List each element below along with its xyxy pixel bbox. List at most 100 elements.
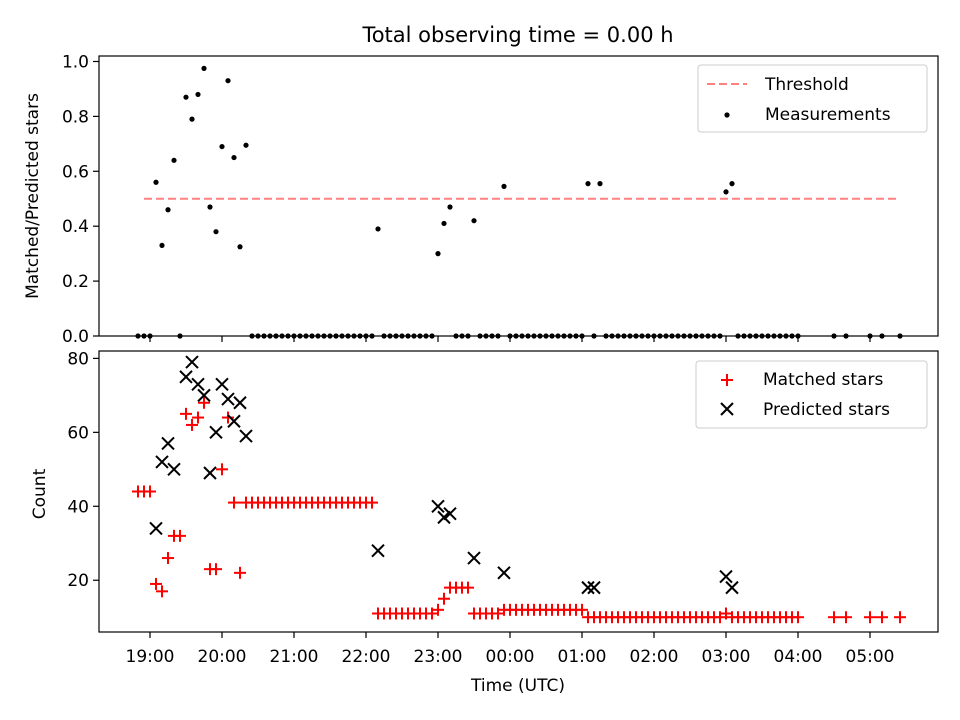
bottom-plot-frame [98, 350, 939, 633]
top-legend-label-threshold: Threshold [764, 75, 849, 95]
matched-star-point [180, 407, 192, 420]
measurement-point [225, 78, 231, 84]
measurement-point [165, 207, 171, 213]
measurement-point [237, 244, 243, 250]
measurement-point [171, 157, 177, 163]
matched-star-point [198, 396, 210, 409]
measurements-legend-swatch [724, 112, 730, 118]
x-tick-label: 21:00 [270, 647, 319, 667]
matched-star-point [156, 585, 168, 598]
x-tick-label: 22:00 [342, 647, 391, 667]
predicted-star-point [197, 388, 211, 403]
measurement-point [471, 218, 477, 224]
measurement-point [207, 204, 213, 210]
predicted-star-point [215, 377, 229, 391]
bottom-y-tick-label: 20 [67, 571, 89, 591]
matched-star-point [192, 411, 204, 424]
x-tick-label: 23:00 [414, 647, 463, 667]
measurement-point [189, 116, 195, 122]
top-y-tick-label: 0.2 [62, 272, 89, 292]
bottom-y-tick-label: 40 [67, 497, 89, 517]
matched-star-point [222, 411, 234, 424]
top-y-tick-label: 0.8 [62, 107, 89, 127]
x-axis-label: Time (UTC) [470, 676, 565, 696]
predicted-star-point [437, 510, 451, 525]
x-tick-label: 00:00 [486, 647, 535, 667]
predicted-star-point [155, 455, 169, 469]
matched-star-point [792, 611, 804, 624]
top-y-ticks: 0.0 0.2 0.4 0.6 0.8 1.0 [62, 52, 99, 347]
predicted-star-point [371, 543, 385, 558]
top-legend: Threshold Measurements [697, 64, 928, 133]
matched-star-point [828, 611, 840, 624]
top-y-tick-label: 0.6 [62, 162, 89, 182]
bottom-y-axis-label: Count [30, 468, 50, 519]
matched-star-point [840, 611, 852, 624]
measurement-point [723, 189, 729, 195]
bottom-legend-label-matched: Matched stars [763, 370, 883, 390]
measurement-point [213, 229, 219, 235]
matched-star-point [438, 592, 450, 605]
bottom-legend-label-predicted: Predicted stars [763, 400, 890, 420]
predicted-star-point [185, 355, 199, 369]
bottom-y-tick-label: 80 [67, 349, 89, 369]
measurement-point [231, 154, 237, 161]
measurement-point [375, 226, 381, 232]
matched-star-point [186, 418, 198, 431]
predicted-star-point [203, 466, 217, 480]
predicted-star-point [161, 436, 175, 451]
bottom-panel: 20 40 60 80 19:00 20:00 21:00 22:00 23:00 00:00 0… [30, 349, 939, 696]
predicted-star-point [467, 551, 481, 565]
measurement-point [597, 181, 603, 187]
top-y-tick-label: 1.0 [62, 52, 89, 72]
predicted-star-point [431, 499, 445, 513]
predicted-star-point [587, 580, 601, 595]
x-tick-label: 05:00 [846, 647, 895, 667]
matched-star-point [150, 577, 162, 590]
matched-star-point [216, 463, 228, 476]
predicted-star-point [725, 580, 739, 595]
measurement-point [219, 143, 225, 150]
matched-star-point [234, 566, 246, 579]
predicted-star-point [167, 462, 181, 477]
predicted-legend-swatch [720, 402, 734, 416]
measurement-point [447, 204, 453, 210]
top-panel: 0.0 0.2 0.4 0.6 0.8 1.0 Matched/Predicted sta… [23, 52, 939, 347]
matched-star-point [366, 496, 378, 509]
top-y-tick-label: 0.4 [62, 217, 89, 237]
predicted-star-point [221, 392, 235, 406]
matched-star-point [210, 563, 222, 576]
bottom-y-tick-label: 60 [67, 423, 89, 443]
x-tick-label: 19:00 [126, 647, 175, 667]
matched-star-point [462, 581, 474, 594]
measurement-point [441, 220, 447, 227]
bottom-y-ticks: 20 40 60 80 [67, 349, 99, 591]
bottom-x-ticks: 19:00 20:00 21:00 22:00 23:00 00:00 01:00 02:00… [126, 632, 895, 667]
top-legend-label-measurements: Measurements [765, 105, 891, 125]
figure-title: Total observing time = 0.00 h [361, 23, 673, 47]
matched-star-point [432, 603, 444, 616]
top-plot-frame [98, 55, 939, 337]
matched-star-point [144, 485, 156, 498]
predicted-star-point [239, 429, 253, 443]
matched-legend-swatch [721, 374, 733, 386]
predicted-star-point [179, 370, 193, 384]
matched-star-point [228, 496, 240, 509]
measurement-point [195, 91, 201, 98]
measurement-point [153, 179, 159, 185]
predicted-star-point [497, 566, 511, 580]
x-tick-label: 03:00 [702, 647, 751, 667]
matched-star-point [864, 611, 876, 624]
matched-star-point [162, 552, 174, 565]
predicted-star-point [191, 377, 205, 391]
x-tick-label: 04:00 [774, 647, 823, 667]
matched-star-point [576, 603, 588, 616]
bottom-plot-marks [132, 355, 906, 624]
top-y-axis-label: Matched/Predicted stars [23, 93, 43, 299]
x-tick-label: 20:00 [198, 647, 247, 667]
bottom-legend: Matched stars Predicted stars [695, 360, 928, 429]
x-tick-label: 01:00 [558, 647, 607, 667]
bottom-legend-box [695, 360, 928, 429]
measurement-point [159, 242, 165, 249]
